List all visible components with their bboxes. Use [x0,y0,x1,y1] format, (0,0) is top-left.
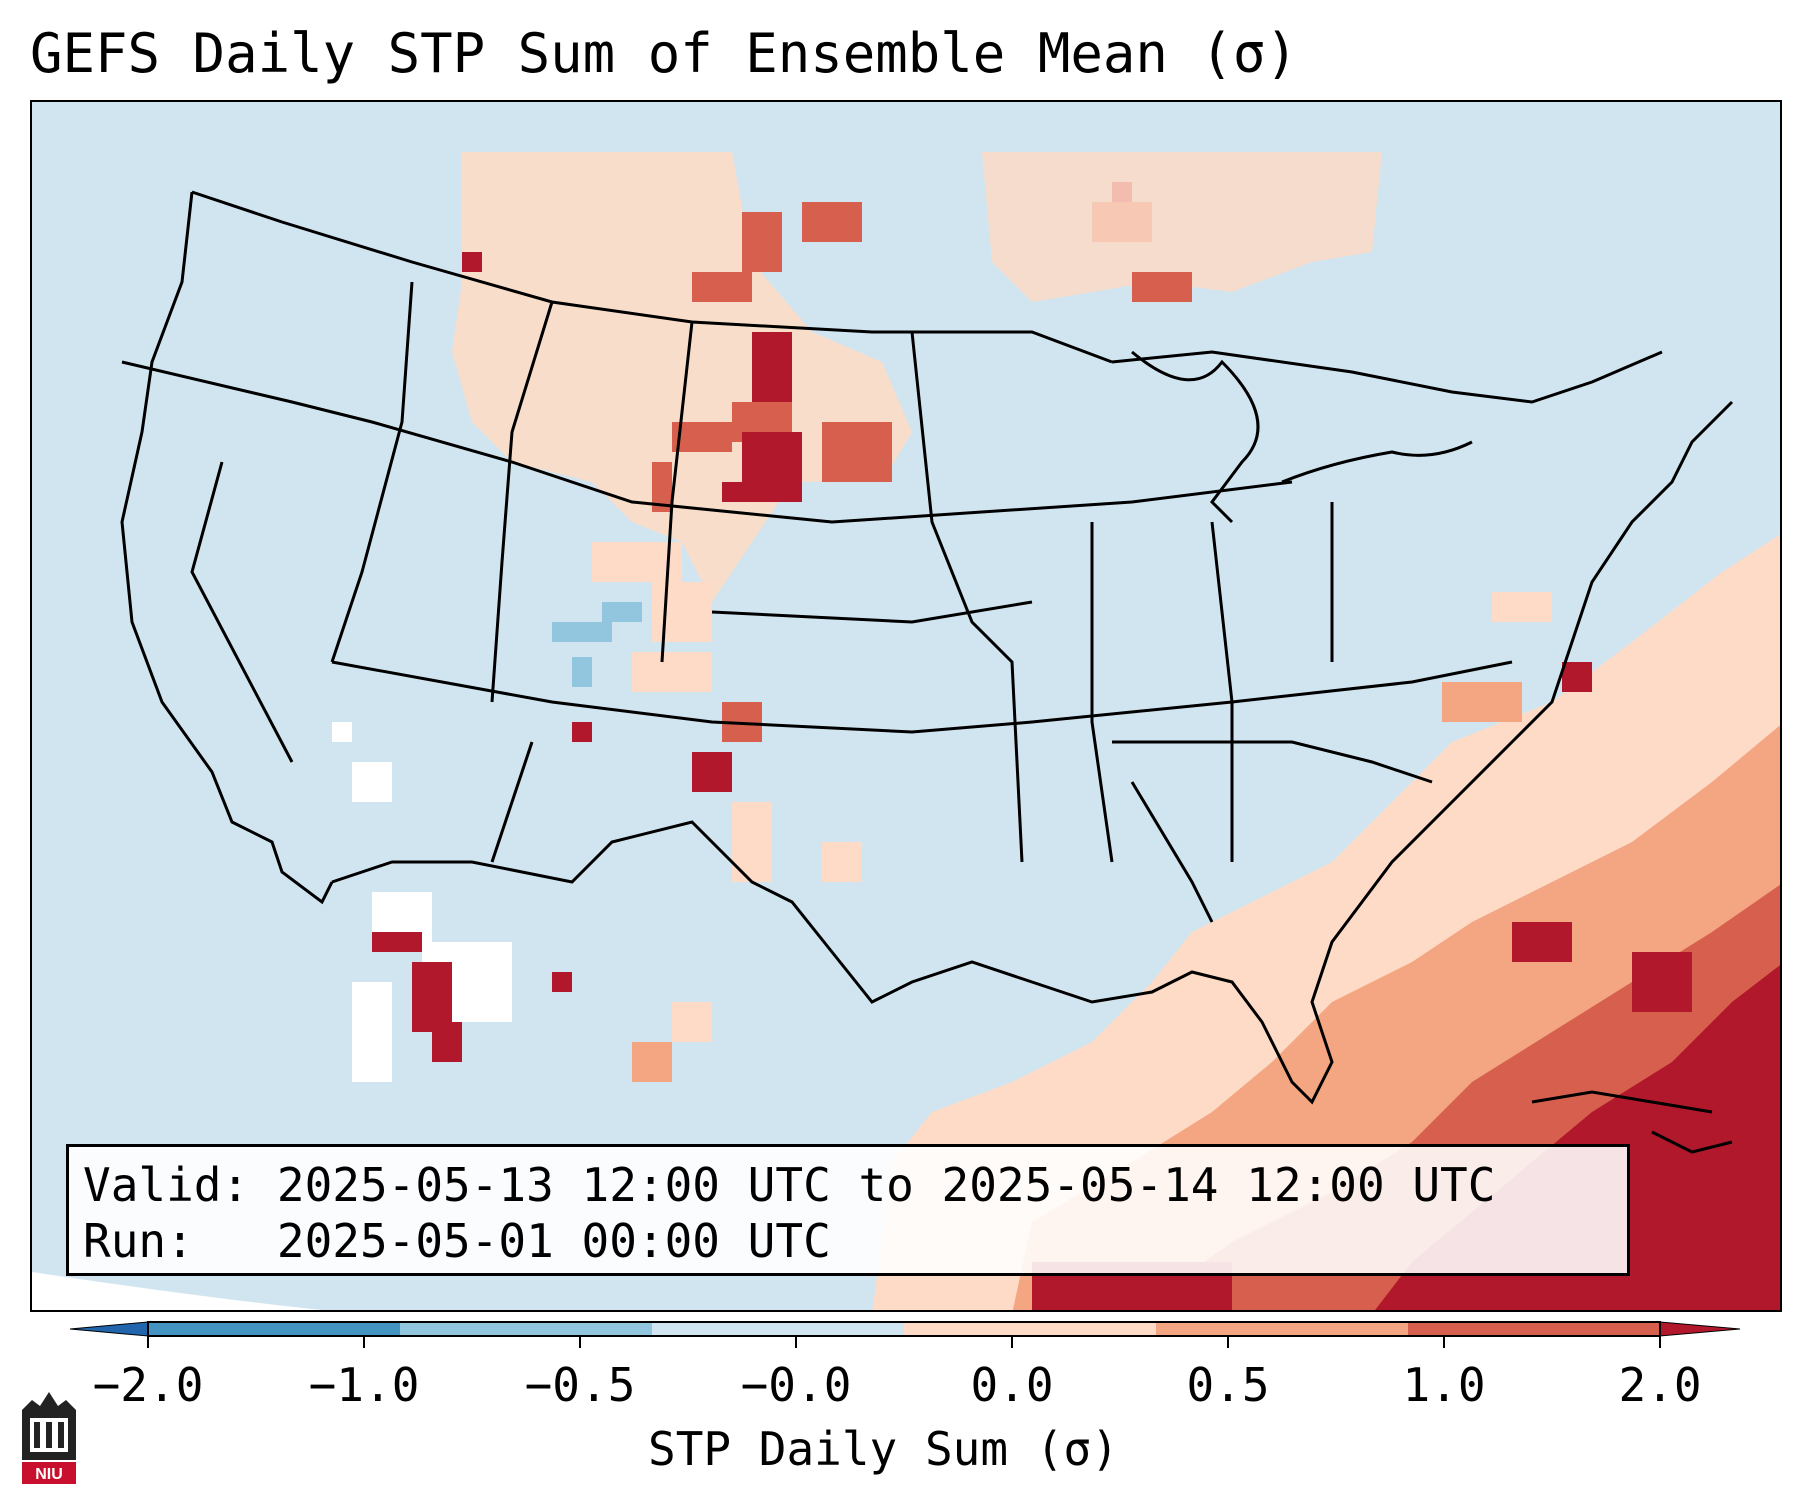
mexico-anomaly [352,892,712,1082]
colorbar-segment [148,1322,401,1336]
colorbar-extend-high [1659,1321,1740,1337]
projection-edge-left [32,1272,322,1310]
colorbar-tick-label: 0.0 [970,1358,1054,1412]
colorbar-ticks [147,1336,1661,1348]
colorbar-label: STP Daily Sum (σ) [648,1422,1119,1476]
logo-text: NIU [35,1466,63,1483]
colorbar-segments [70,1321,1740,1337]
colorbar-extend-low [70,1321,149,1337]
state-boundaries [120,190,1734,1154]
colorbar-segment [652,1322,905,1336]
colorbar [70,1321,1740,1348]
colorbar-frame [147,1321,1661,1337]
valid-run-info-box: Valid: 2025-05-13 12:00 UTC to 2025-05-1… [66,1144,1630,1276]
valid-label: Valid: [83,1158,250,1212]
northern-plains-anomaly [452,152,1382,602]
colorbar-tick-label: 0.5 [1186,1358,1270,1412]
colorbar-tick-label: −0.5 [524,1358,636,1412]
colorbar-segment [1156,1322,1409,1336]
colorbar-segment [400,1322,653,1336]
niu-logo: NIU [22,1392,76,1484]
valid-value: 2025-05-13 12:00 UTC to 2025-05-14 12:00… [276,1158,1496,1212]
run-label: Run: [83,1214,194,1268]
colorbar-tick-label: −1.0 [308,1358,420,1412]
colorbar-segment [1408,1322,1661,1336]
southwest-scatter [332,482,862,882]
colorbar-tick-label: 1.0 [1402,1358,1486,1412]
map-title: GEFS Daily STP Sum of Ensemble Mean (σ) [30,22,1298,85]
map-panel[interactable] [30,100,1782,1312]
run-value: 2025-05-01 00:00 UTC [276,1214,831,1268]
colorbar-tick-label: −0.0 [740,1358,852,1412]
colorbar-tick-label: 2.0 [1618,1358,1702,1412]
map-canvas [32,102,1780,1310]
colorbar-segment [904,1322,1157,1336]
colorbar-tick-label: −2.0 [92,1358,204,1412]
